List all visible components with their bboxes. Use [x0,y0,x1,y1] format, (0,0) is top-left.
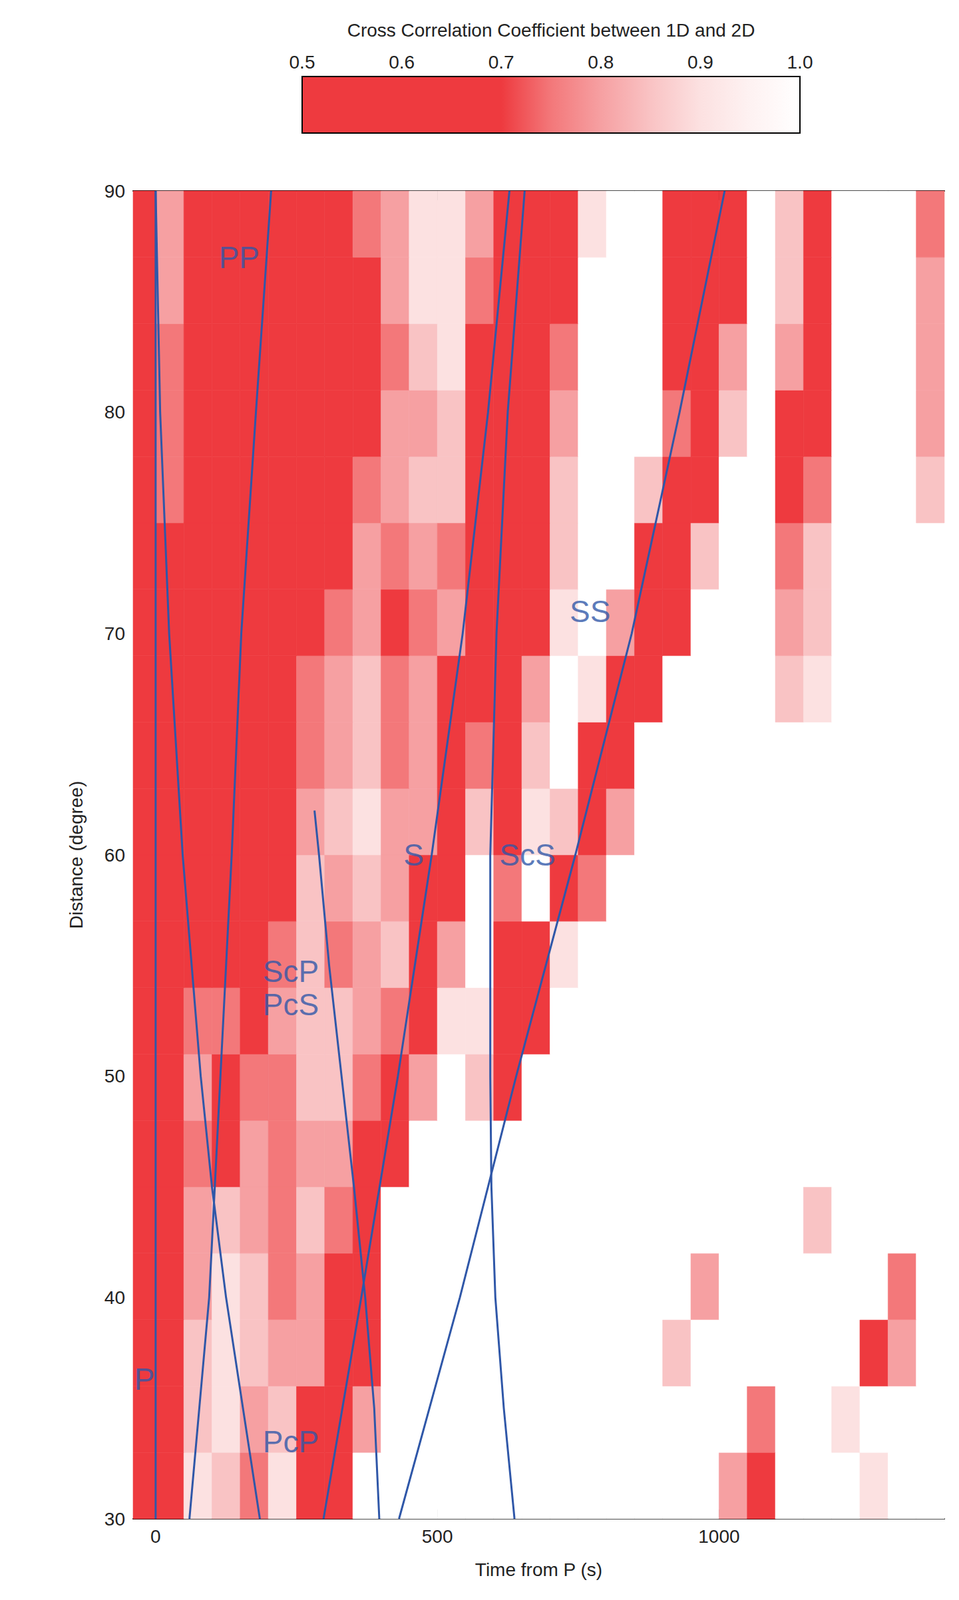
svg-text:40: 40 [104,1287,126,1309]
svg-text:PP: PP [218,240,260,275]
svg-text:SS: SS [569,594,611,629]
svg-text:0: 0 [150,1526,162,1548]
svg-text:Time from P (s): Time from P (s) [475,1559,603,1581]
svg-text:80: 80 [104,401,126,423]
svg-text:30: 30 [104,1509,126,1531]
svg-text:Distance (degree): Distance (degree) [65,781,87,930]
svg-text:0.6: 0.6 [388,51,415,73]
svg-text:ScP: ScP [262,954,319,989]
svg-text:0.9: 0.9 [687,51,714,73]
svg-text:P: P [134,1362,156,1397]
svg-text:70: 70 [104,623,126,645]
svg-text:ScS: ScS [499,837,556,873]
svg-text:50: 50 [104,1066,126,1087]
svg-text:S: S [403,837,424,873]
svg-text:0.8: 0.8 [587,51,614,73]
svg-text:0.7: 0.7 [488,51,515,73]
svg-text:1.0: 1.0 [787,51,814,73]
svg-text:90: 90 [104,181,126,202]
svg-text:PcP: PcP [262,1424,319,1460]
svg-text:PcS: PcS [262,987,319,1023]
svg-text:60: 60 [104,845,126,866]
svg-text:1000: 1000 [698,1526,740,1548]
svg-text:Cross Correlation Coefficient: Cross Correlation Coefficient between 1D… [347,19,756,41]
svg-text:500: 500 [421,1526,454,1548]
svg-text:0.5: 0.5 [289,51,316,73]
